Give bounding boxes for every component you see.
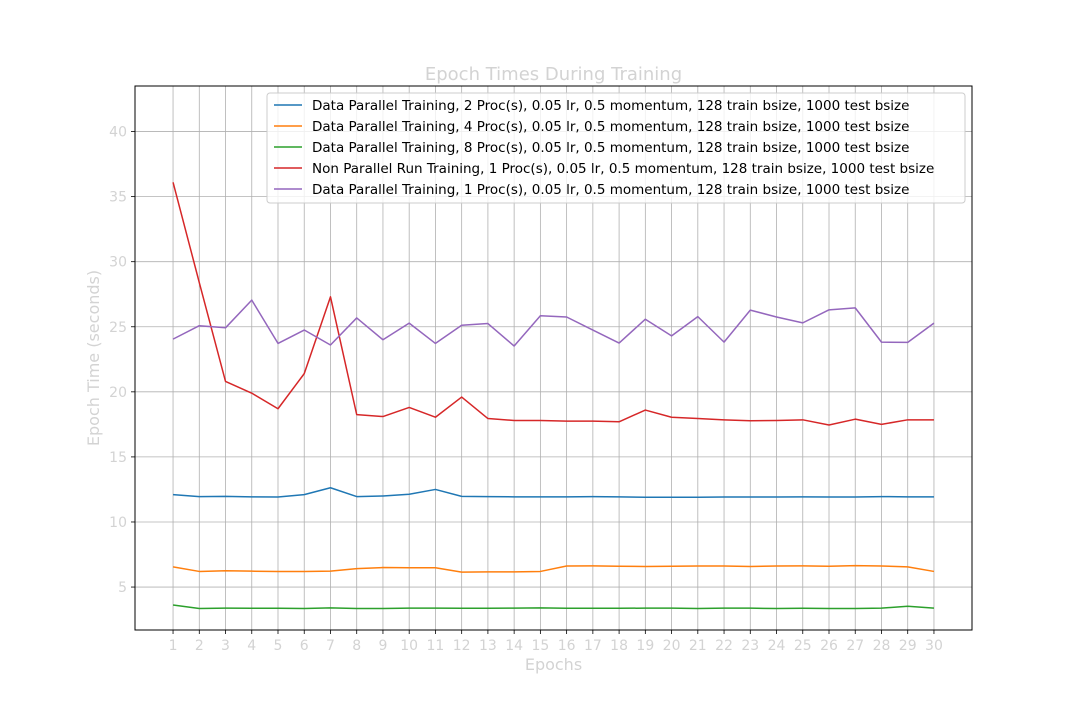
x-axis-label: Epochs: [525, 655, 582, 674]
y-tick-label: 20: [109, 385, 127, 401]
legend-entry-label: Data Parallel Training, 1 Proc(s), 0.05 …: [312, 182, 909, 198]
legend-entry-label: Non Parallel Run Training, 1 Proc(s), 0.…: [312, 161, 934, 177]
x-tick-label: 3: [221, 638, 230, 654]
series-line-1: [172, 487, 934, 498]
series-layer: [172, 182, 935, 610]
x-tick-label: 27: [846, 638, 864, 654]
series-line-3: [172, 604, 935, 610]
y-tick-label: 25: [109, 320, 127, 336]
x-tick-label: 28: [873, 638, 891, 654]
legend: Data Parallel Training, 2 Proc(s), 0.05 …: [266, 92, 966, 204]
y-tick-label: 15: [109, 450, 127, 466]
tick-layer: 1 2 3 4 5 6 7 8 9 10 11 12 13 14 15 16 17 18 19 20 21 22 23 24 2…: [109, 125, 943, 654]
legend-entry-label: Data Parallel Training, 8 Proc(s), 0.05 …: [312, 140, 909, 156]
x-tick-label: 13: [479, 638, 497, 654]
x-tick-label: 26: [820, 638, 838, 654]
series-line-4: [172, 182, 934, 426]
y-tick-label: 30: [109, 255, 127, 271]
x-tick-label: 29: [899, 638, 917, 654]
x-tick-label: 9: [378, 638, 387, 654]
y-tick-label: 40: [109, 125, 127, 141]
x-tick-label: 25: [794, 638, 812, 654]
y-tick-label: 10: [109, 515, 127, 531]
x-tick-label: 2: [195, 638, 204, 654]
legend-entry-label: Data Parallel Training, 4 Proc(s), 0.05 …: [312, 119, 909, 135]
x-tick-label: 4: [247, 638, 256, 654]
x-tick-label: 30: [925, 638, 943, 654]
x-tick-label: 19: [636, 638, 654, 654]
x-tick-label: 7: [326, 638, 335, 654]
x-tick-label: 17: [584, 638, 602, 654]
plot-frame: [134, 85, 973, 631]
x-tick-label: 12: [453, 638, 471, 654]
y-axis-label: Epoch Time (seconds): [84, 270, 103, 446]
x-tick-label: 22: [715, 638, 733, 654]
x-tick-label: 23: [741, 638, 759, 654]
x-tick-label: 15: [531, 638, 549, 654]
x-tick-label: 24: [768, 638, 786, 654]
x-tick-label: 20: [663, 638, 681, 654]
x-tick-label: 14: [505, 638, 523, 654]
x-tick-label: 10: [400, 638, 418, 654]
legend-entry-label: Data Parallel Training, 2 Proc(s), 0.05 …: [312, 98, 909, 114]
x-tick-label: 1: [169, 638, 178, 654]
x-tick-label: 21: [689, 638, 707, 654]
x-tick-label: 5: [274, 638, 283, 654]
x-tick-label: 8: [352, 638, 361, 654]
series-line-5: [172, 299, 935, 347]
series-line-2: [172, 564, 935, 573]
x-tick-label: 16: [558, 638, 576, 654]
y-tick-label: 35: [109, 190, 127, 206]
chart-title: Epoch Times During Training: [425, 64, 682, 85]
x-tick-label: 18: [610, 638, 628, 654]
y-tick-label: 5: [118, 580, 127, 596]
x-tick-label: 11: [427, 638, 445, 654]
x-tick-label: 6: [300, 638, 309, 654]
legend-box: [266, 92, 966, 204]
